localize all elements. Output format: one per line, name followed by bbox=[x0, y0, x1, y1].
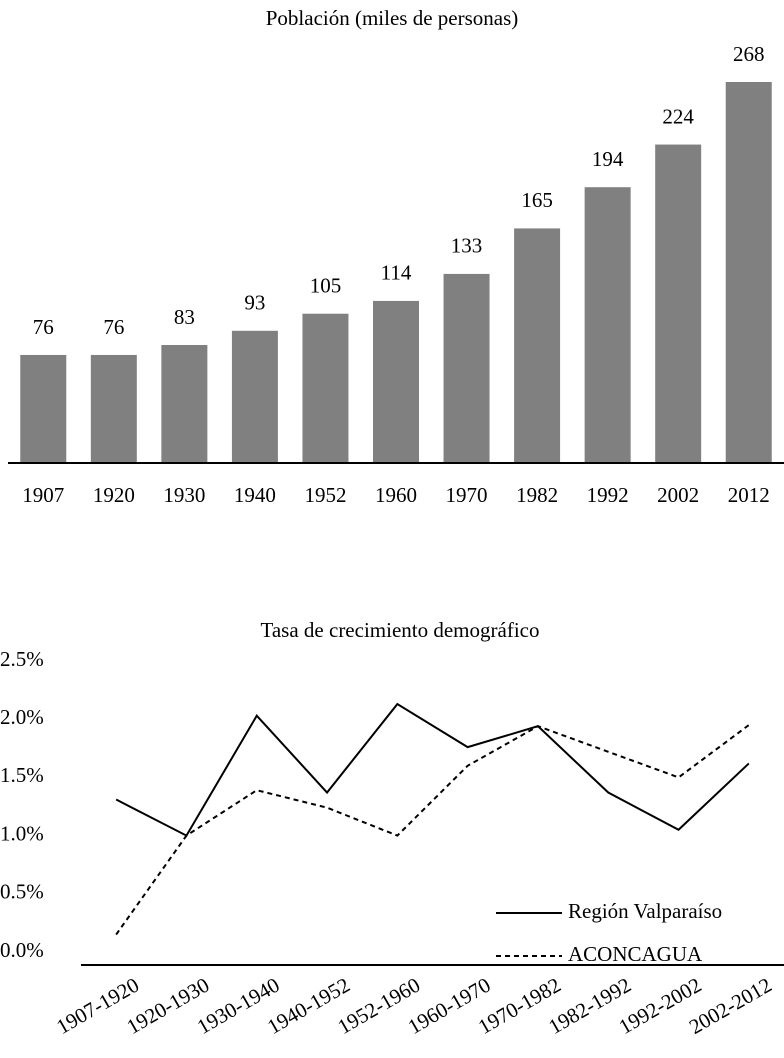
x-tick-label: 1920 bbox=[93, 483, 135, 507]
data-label: 194 bbox=[592, 147, 624, 171]
x-tick-label: 1940 bbox=[234, 483, 276, 507]
bar bbox=[725, 82, 772, 463]
bar bbox=[443, 273, 490, 463]
bar bbox=[20, 354, 67, 463]
data-label: 165 bbox=[521, 188, 553, 212]
series-line bbox=[115, 724, 750, 936]
x-tick-label: 1970 bbox=[446, 483, 488, 507]
data-label: 76 bbox=[103, 315, 124, 339]
bar bbox=[231, 330, 278, 463]
data-label: 268 bbox=[733, 42, 765, 66]
y-tick-label: 0.0% bbox=[0, 938, 44, 962]
data-label: 133 bbox=[451, 234, 483, 258]
bar bbox=[302, 313, 349, 463]
x-tick-label: 1960 bbox=[375, 483, 417, 507]
x-tick-label: 2012 bbox=[728, 483, 770, 507]
data-label: 114 bbox=[381, 261, 412, 285]
data-label: 93 bbox=[244, 291, 265, 315]
x-tick-label: 1952 bbox=[304, 483, 346, 507]
x-tick-label: 2002 bbox=[657, 483, 699, 507]
data-label: 224 bbox=[662, 104, 694, 128]
legend-label: Región Valparaíso bbox=[568, 899, 722, 923]
data-label: 105 bbox=[310, 274, 342, 298]
data-label: 76 bbox=[33, 315, 54, 339]
bar bbox=[584, 187, 631, 464]
y-tick-label: 0.5% bbox=[0, 880, 44, 904]
legend-label: ACONCAGUA bbox=[568, 942, 703, 966]
x-tick-label: 1930 bbox=[163, 483, 205, 507]
bar bbox=[161, 345, 208, 463]
x-tick-label: 1992 bbox=[587, 483, 629, 507]
chart-title: Tasa de crecimiento demográfico bbox=[261, 618, 540, 642]
y-tick-label: 2.0% bbox=[0, 705, 44, 729]
chart-title: Población (miles de personas) bbox=[266, 6, 519, 30]
bar bbox=[373, 300, 419, 463]
x-tick-label: 1907 bbox=[22, 483, 64, 507]
bar bbox=[655, 144, 702, 463]
y-tick-label: 1.5% bbox=[0, 763, 44, 787]
x-tick-label: 1982 bbox=[516, 483, 558, 507]
y-tick-label: 2.5% bbox=[0, 647, 44, 671]
series-line bbox=[115, 702, 750, 837]
data-label: 83 bbox=[174, 305, 195, 329]
y-tick-label: 1.0% bbox=[0, 821, 44, 845]
bar bbox=[514, 228, 561, 463]
bar bbox=[90, 354, 137, 463]
